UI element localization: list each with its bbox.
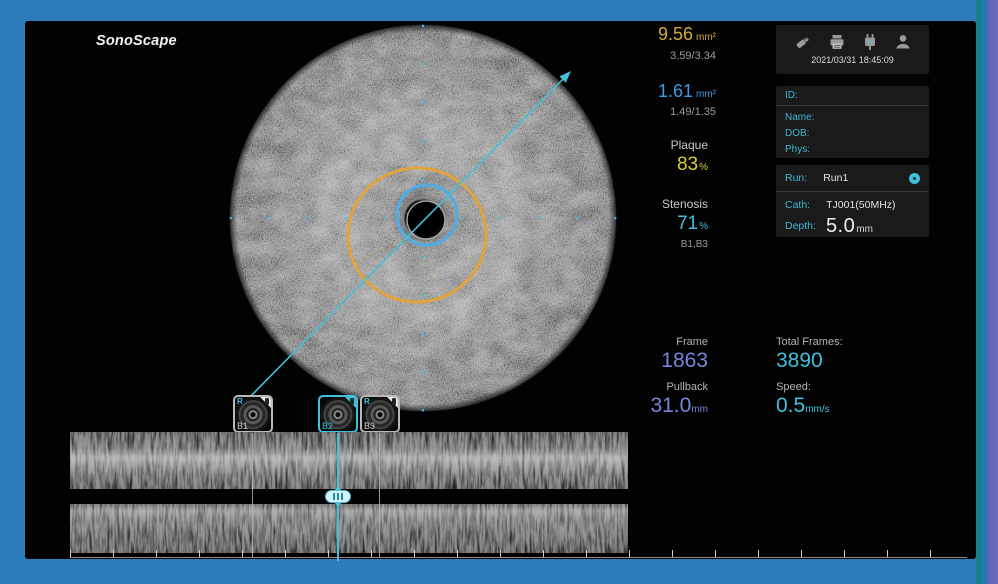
datetime-display: 2021/03/31 18:45:09 xyxy=(811,55,894,65)
run-panel: Run: Run1 Cath: TJ001(50MHz) Depth: 5.0 … xyxy=(776,165,929,237)
cath-label: Cath: xyxy=(785,199,811,211)
depth-row: Depth: 5.0 mm xyxy=(776,214,929,237)
cut-plane-arrowhead xyxy=(559,71,571,83)
total-frames-counter: Total Frames: 3890 xyxy=(776,336,936,372)
frame-counter: Frame 1863 xyxy=(560,336,708,372)
pullback-counter: Pullback 31.0mm xyxy=(560,381,708,421)
total-frames-label: Total Frames: xyxy=(776,336,843,348)
speed-counter: Speed: 0.5mm/s xyxy=(776,381,936,421)
depth-unit: mm xyxy=(856,224,873,235)
vessel-area-unit: mm² xyxy=(696,32,716,43)
printer-icon[interactable] xyxy=(828,33,846,51)
depth-value: 5.0 xyxy=(825,214,856,237)
bookmark-flag-icon xyxy=(350,398,354,405)
patient-id-field: ID: xyxy=(776,86,929,106)
bookmark-b3-position-line xyxy=(379,433,380,557)
longitudinal-view-lower[interactable] xyxy=(70,504,628,553)
usb-icon[interactable] xyxy=(794,33,812,51)
total-frames-value: 3890 xyxy=(776,349,823,372)
frame-scrub-handle[interactable] xyxy=(325,486,351,507)
bookmark-thumbnail-b3[interactable]: R B3 xyxy=(360,395,400,433)
bookmark-thumbnail-b1[interactable]: R B1 xyxy=(233,395,273,433)
sonoscape-logo: SonoScape xyxy=(96,33,177,49)
bookmark-flag-icon xyxy=(265,398,269,405)
pullback-ruler-line xyxy=(70,557,967,558)
speed-value: 0.5mm/s xyxy=(776,394,830,417)
patient-phys-field: Phys: xyxy=(785,143,811,155)
cut-plane-line[interactable] xyxy=(242,71,571,405)
run-value: Run1 xyxy=(823,172,849,184)
axis-scale-dots xyxy=(229,24,617,412)
plaque-value: 83% xyxy=(676,154,708,175)
pullback-ruler-ticks xyxy=(70,550,958,557)
bookmark-r-marker: R xyxy=(364,397,370,406)
lumen-area-value: 1.61 mm² xyxy=(657,81,716,101)
longitudinal-view-upper[interactable] xyxy=(70,432,628,489)
bookmark-b1-position-line xyxy=(252,433,253,557)
patient-dob-field: DOB: xyxy=(785,127,810,139)
cath-value: TJ001(50MHz) xyxy=(826,199,896,211)
main-ivus-display[interactable] xyxy=(229,24,617,412)
patient-name-field: Name: xyxy=(785,111,815,123)
stenosis-reference-bookmarks: B1,B3 xyxy=(680,239,708,250)
lumen-area-unit: mm² xyxy=(696,89,716,100)
bookmark-id: B1 xyxy=(237,421,249,431)
depth-label: Depth: xyxy=(785,220,816,232)
user-icon[interactable] xyxy=(894,33,912,51)
vessel-contour[interactable] xyxy=(339,159,494,311)
frame-value: 1863 xyxy=(661,349,708,372)
vessel-area-value: 9.56 mm² xyxy=(657,24,716,44)
vessel-diameters: 3.59/3.34 xyxy=(670,50,716,62)
measurement-results: 9.56 mm² 3.59/3.34 1.61 mm² 1.49/1.35 Plaq… xyxy=(590,24,716,252)
speed-label: Speed: xyxy=(776,381,811,393)
bookmark-thumbnail-b2-selected[interactable]: B2 xyxy=(318,395,358,433)
bezel-right-stripes xyxy=(976,0,998,584)
bookmark-id: B3 xyxy=(364,421,376,431)
lumen-contour[interactable] xyxy=(395,183,459,247)
stenosis-value: 71% xyxy=(676,213,708,234)
bookmark-flag-icon xyxy=(392,398,396,405)
pullback-label: Pullback xyxy=(666,381,708,393)
run-label: Run: xyxy=(785,172,808,184)
stenosis-label: Stenosis xyxy=(661,197,708,211)
catheter-artifact xyxy=(406,200,446,240)
ivus-tomographic-image xyxy=(229,24,617,412)
frame-label: Frame xyxy=(676,336,708,348)
power-plug-icon[interactable] xyxy=(862,33,878,51)
pullback-value: 31.0mm xyxy=(650,394,708,417)
status-panel: 2021/03/31 18:45:09 xyxy=(776,25,929,74)
run-selector[interactable]: Run: Run1 xyxy=(776,165,929,192)
plaque-label: Plaque xyxy=(670,138,708,152)
bookmark-id: B2 xyxy=(322,421,334,431)
bookmark-r-marker: R xyxy=(237,397,243,406)
patient-info-panel: ID: Name: DOB: Phys: xyxy=(776,86,929,158)
catheter-row: Cath: TJ001(50MHz) xyxy=(776,194,929,216)
lumen-diameters: 1.49/1.35 xyxy=(670,106,716,118)
info-icon[interactable] xyxy=(909,172,920,184)
